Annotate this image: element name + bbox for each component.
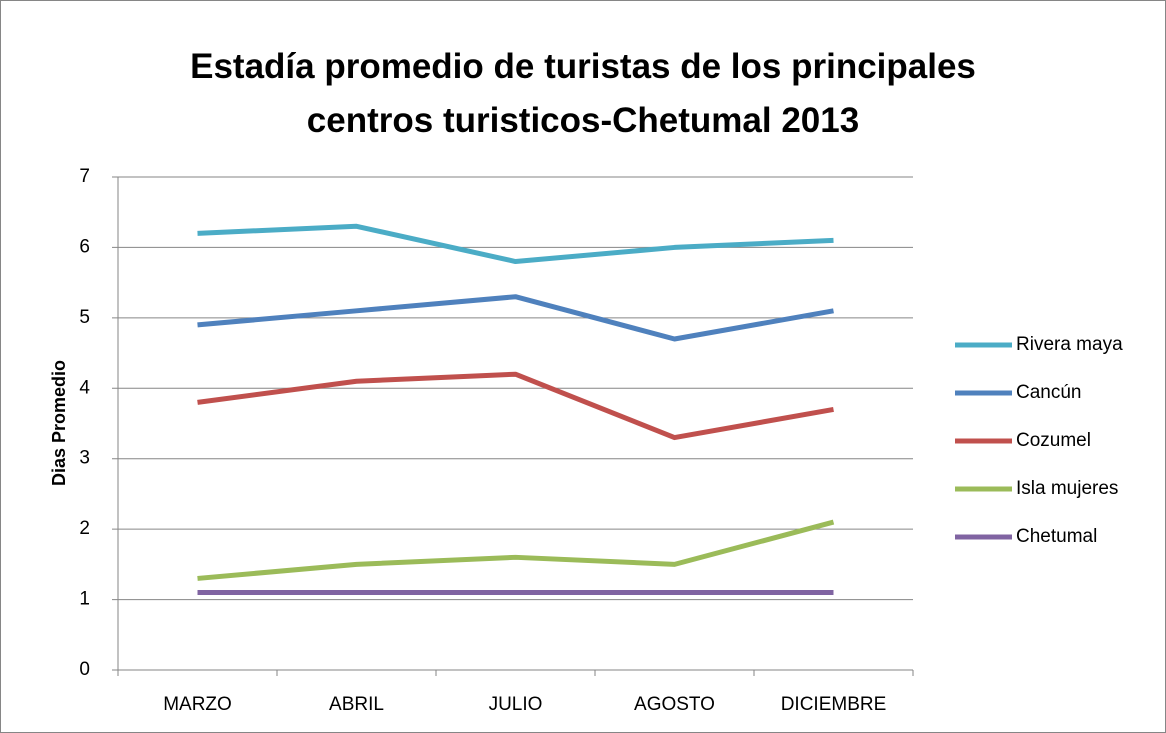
y-tick-label: 7: [79, 166, 90, 187]
legend-label: Chetumal: [1016, 526, 1097, 547]
y-tick-label: 5: [79, 307, 90, 328]
x-tick-label: AGOSTO: [634, 694, 715, 715]
chart-title: Estadía promedio de turistas de los prin…: [190, 47, 976, 140]
legend-label: Isla mujeres: [1016, 478, 1118, 499]
y-tick-label: 1: [79, 589, 90, 610]
line-series: [197, 294, 834, 342]
y-tick-label: 6: [79, 236, 90, 257]
x-tick-label: ABRIL: [329, 694, 384, 715]
y-tick-label: 3: [79, 448, 90, 469]
line-series: [197, 371, 834, 441]
y-tick-label: 0: [79, 659, 90, 680]
legend-label: Cancún: [1016, 382, 1082, 403]
x-tick-label: JULIO: [489, 694, 543, 715]
x-tick-label: MARZO: [163, 694, 232, 715]
line-series: [197, 223, 834, 265]
line-series: [197, 519, 835, 581]
x-tick-label: DICIEMBRE: [781, 694, 887, 715]
legend-label: Cozumel: [1016, 430, 1091, 451]
y-axis-label: Dias Promedio: [49, 360, 69, 486]
legend-label: Rivera maya: [1016, 334, 1123, 355]
y-tick-label: 2: [79, 518, 90, 539]
y-tick-label: 4: [79, 377, 90, 398]
